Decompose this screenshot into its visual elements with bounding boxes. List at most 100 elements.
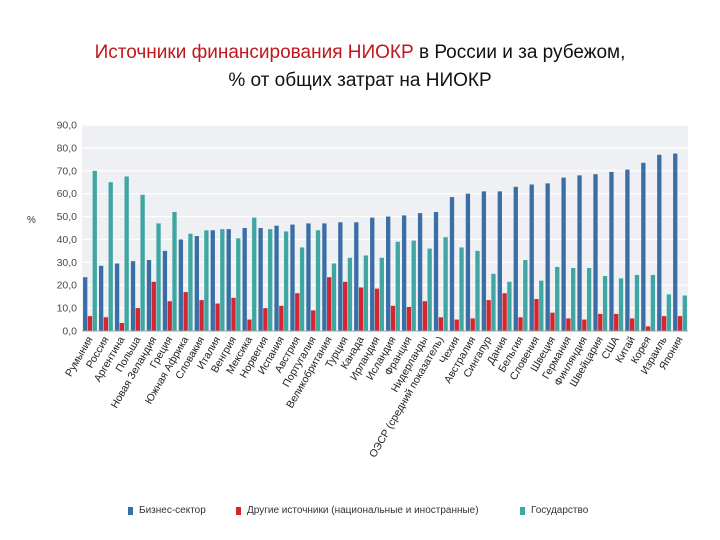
chart-title-line2: % от общих затрат на НИОКР <box>228 70 492 91</box>
bar-business <box>561 177 566 331</box>
bar-other <box>215 303 220 331</box>
y-tick-label: 10,0 <box>57 303 78 315</box>
bar-other <box>598 313 603 331</box>
y-tick-label: 60,0 <box>57 188 78 200</box>
bar-other <box>247 319 252 331</box>
bar-business <box>226 229 231 331</box>
bar-business <box>401 215 407 331</box>
y-tick-label: 0,0 <box>62 326 77 338</box>
bar-other <box>167 301 172 331</box>
bar-business <box>114 263 120 331</box>
bar-government <box>411 240 416 331</box>
bar-government <box>299 247 305 331</box>
bar-government <box>315 230 321 331</box>
bar-business <box>497 191 502 331</box>
bar-other <box>231 297 236 331</box>
bar-business <box>354 222 359 331</box>
bar-other <box>454 319 459 331</box>
bar-business <box>545 183 550 331</box>
bar-government <box>602 276 608 331</box>
bar-government <box>666 294 672 331</box>
bar-business <box>370 217 375 331</box>
y-tick-label: 80,0 <box>57 142 78 154</box>
legend-label-government: Государство <box>531 505 589 516</box>
bar-government <box>188 233 193 331</box>
bar-other <box>502 293 507 331</box>
bar-business <box>513 186 518 331</box>
bar-business <box>162 250 168 331</box>
bar-government <box>220 229 225 331</box>
chart-title-rest: в России и за рубежом, <box>413 42 626 63</box>
bar-business <box>322 223 327 331</box>
bar-government <box>124 176 129 331</box>
bar-other <box>374 288 380 331</box>
y-tick-label: 30,0 <box>57 257 78 269</box>
bar-other <box>566 318 571 331</box>
bar-other <box>550 312 555 331</box>
bar-government <box>682 295 687 331</box>
bar-business <box>274 225 279 331</box>
bar-business <box>465 193 471 331</box>
bar-government <box>92 170 97 331</box>
legend-label-business: Бизнес-сектор <box>139 505 206 516</box>
bar-other <box>327 277 332 331</box>
bar-government <box>108 182 113 331</box>
bar-other <box>534 298 539 331</box>
bar-government <box>347 257 353 331</box>
bar-government <box>507 281 512 331</box>
bar-other <box>677 316 683 331</box>
bar-business <box>417 213 423 331</box>
bar-government <box>539 280 544 331</box>
bar-other <box>630 318 635 331</box>
y-tick-label: 40,0 <box>57 234 78 246</box>
bar-other <box>518 317 523 331</box>
bar-government <box>140 194 145 331</box>
chart-title-line1: Источники финансирования НИОКР в России … <box>0 42 720 64</box>
bar-government <box>491 273 496 331</box>
bar-government <box>427 248 432 331</box>
bar-business <box>577 175 582 331</box>
bar-government <box>586 268 592 331</box>
legend-swatch-other <box>236 506 241 515</box>
bar-government <box>395 241 400 331</box>
bar-other <box>645 326 651 331</box>
bar-business <box>210 230 215 331</box>
bar-government <box>618 278 624 331</box>
chart-title-highlight: Источники финансирования НИОКР <box>94 42 414 63</box>
bar-government <box>283 231 289 331</box>
bar-government <box>443 237 448 331</box>
bar-business <box>98 265 104 331</box>
bar-business <box>242 228 247 331</box>
bar-business <box>481 191 487 331</box>
bar-other <box>135 308 140 331</box>
bar-government <box>571 268 576 331</box>
bar-government <box>650 274 656 331</box>
bar-government <box>459 247 464 331</box>
bar-other <box>438 317 443 331</box>
bar-government <box>204 230 209 331</box>
legend-item-other: Другие источники (национальные и иностра… <box>236 505 479 516</box>
bar-business <box>386 216 391 331</box>
bar-government <box>555 266 560 331</box>
bar-government <box>331 263 337 331</box>
bar-business <box>83 277 88 331</box>
bar-business <box>657 154 662 331</box>
bar-other <box>311 310 316 331</box>
bar-business <box>194 236 199 331</box>
legend-item-business: Бизнес-сектор <box>128 505 206 516</box>
bar-business <box>433 211 439 331</box>
bar-business <box>258 228 263 331</box>
bar-other <box>263 308 268 331</box>
bar-business <box>641 162 646 331</box>
bar-government <box>172 211 177 331</box>
bar-other <box>661 316 667 331</box>
legend-label-other: Другие источники (национальные и иностра… <box>247 505 479 516</box>
bar-government <box>268 229 273 331</box>
bar-other <box>295 293 300 331</box>
bar-business <box>130 261 136 331</box>
y-tick-label: 20,0 <box>57 280 78 292</box>
bar-government <box>156 223 161 331</box>
bar-business <box>673 153 678 331</box>
bar-other <box>342 281 348 331</box>
bar-government <box>363 255 369 331</box>
